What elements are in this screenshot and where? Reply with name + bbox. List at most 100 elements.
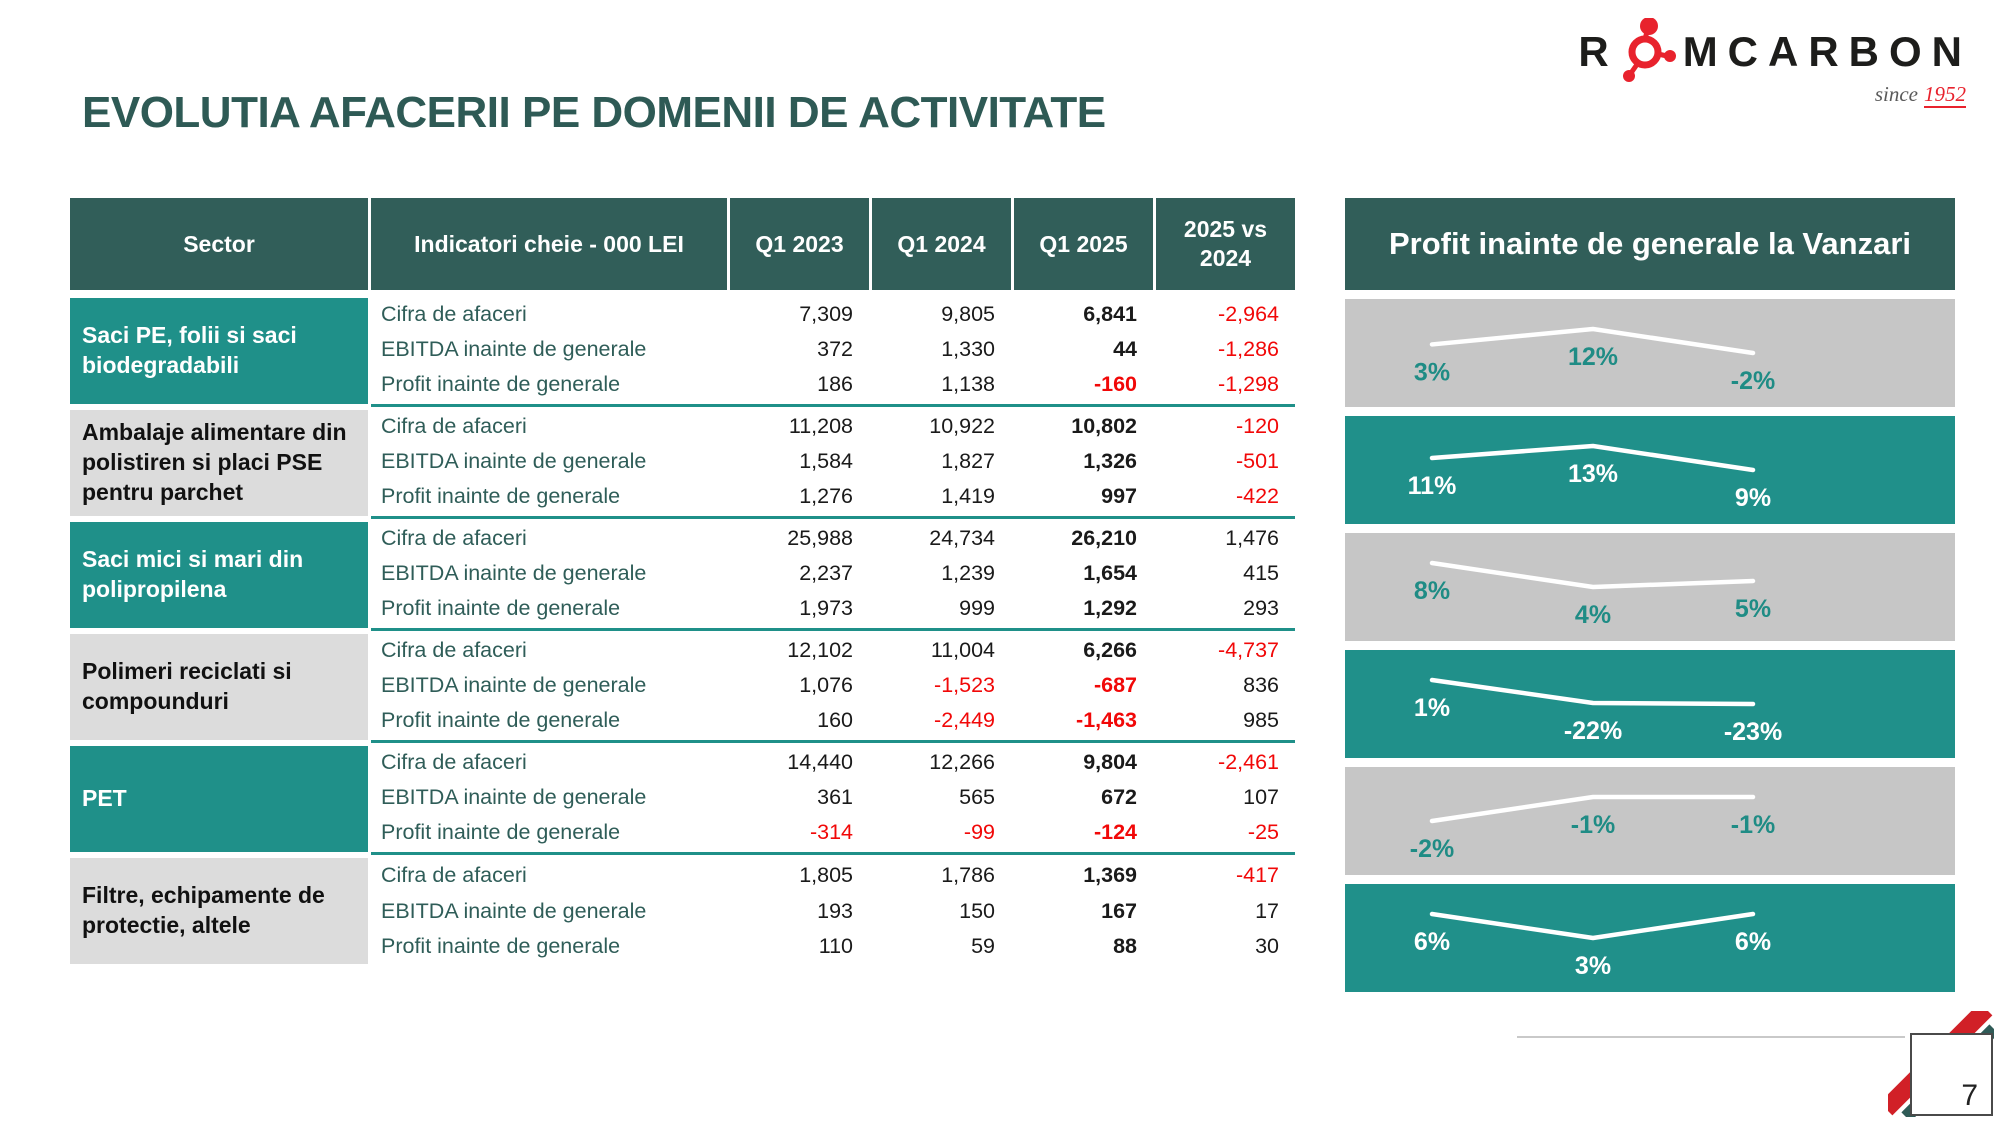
table-row: Cifra de afaceri 25,988 24,734 26,210 1,476 <box>371 521 1295 556</box>
value-cell: 2,237 <box>799 561 853 585</box>
value-cell: 1,786 <box>941 862 995 887</box>
sparkline-data-label: -2% <box>1731 367 1775 395</box>
table-row: EBITDA inainte de generale 361 565 672 107 <box>371 780 1295 815</box>
value-cell: 30 <box>1255 934 1279 959</box>
value-cell: 1,584 <box>799 449 853 473</box>
logo-wordmark: MCARBON <box>1682 28 1972 75</box>
sparkline-data-label: -22% <box>1564 717 1622 745</box>
table-row: Cifra de afaceri 14,440 12,266 9,804 -2,461 <box>371 745 1295 780</box>
value-cell: 1,827 <box>941 449 995 473</box>
sparkline-data-label: -1% <box>1731 811 1775 839</box>
footer-divider-line <box>1517 1036 1905 1038</box>
value-cell: 26,210 <box>1071 526 1137 550</box>
table-row: EBITDA inainte de generale 193 150 167 17 <box>371 894 1295 929</box>
sector-rows: Cifra de afaceri 14,440 12,266 9,804 -2,461 E… <box>371 743 1295 855</box>
indicator-label: Cifra de afaceri <box>381 862 527 887</box>
value-cell: 836 <box>1243 673 1279 697</box>
molecule-icon <box>1615 16 1677 87</box>
page-title: EVOLUTIA AFACERII PE DOMENII DE ACTIVITA… <box>82 88 1106 137</box>
sparkline-data-label: 1% <box>1414 694 1450 722</box>
value-cell: 110 <box>818 934 853 959</box>
logo-tagline: since 1952 <box>1875 82 1966 108</box>
value-cell: 372 <box>817 337 853 361</box>
sector-cell: Ambalaje alimentare din polistiren si pl… <box>70 410 368 516</box>
sparkline-data-label: 11% <box>1408 472 1457 500</box>
column-header: 2025 vs 2024 <box>1156 198 1295 290</box>
value-cell: 9,805 <box>941 302 995 326</box>
table-row: Profit inainte de generale 160 -2,449 -1,46… <box>371 703 1295 738</box>
sparkline-data-label: 5% <box>1735 595 1771 623</box>
value-cell: 44 <box>1113 337 1137 361</box>
sparkline-data-label: -1% <box>1571 811 1615 839</box>
value-cell: -422 <box>1235 484 1279 508</box>
value-cell: 1,076 <box>799 673 853 697</box>
sparkline-data-label: 3% <box>1414 358 1450 386</box>
indicator-label: Cifra de afaceri <box>381 750 527 774</box>
indicator-label: Profit inainte de generale <box>381 708 621 732</box>
value-cell: -120 <box>1235 414 1279 438</box>
sparkline-line <box>1429 911 1756 941</box>
value-cell: -1,523 <box>934 673 995 697</box>
sector-block: PET Cifra de afaceri 14,440 12,266 9,804 -2,4… <box>70 743 1295 855</box>
sparkline-band: -2% -1% -1% <box>1345 767 1955 875</box>
sector-cell: Saci PE, folii si saci biodegradabili <box>70 298 368 404</box>
table-row: Cifra de afaceri 12,102 11,004 6,266 -4,737 <box>371 633 1295 668</box>
value-cell: 565 <box>959 785 995 809</box>
page-number: 7 <box>1961 1079 1978 1112</box>
romcarbon-logo: R MCARBON since 1952 <box>1532 16 1972 120</box>
indicator-label: Profit inainte de generale <box>381 934 621 959</box>
sparkline-band: 8% 4% 5% <box>1345 533 1955 641</box>
indicator-label: EBITDA inainte de generale <box>381 449 647 473</box>
column-header: Sector <box>70 198 368 290</box>
sparkline-band: 3% 12% -2% <box>1345 299 1955 407</box>
value-cell: -99 <box>963 820 995 844</box>
sparkline-bands: 3% 12% -2% 11% 13% 9% 8% 4% 5% 1% -22% -23% -2% -1% -1… <box>1345 299 1955 992</box>
value-cell: 1,654 <box>1083 561 1137 585</box>
table-row: EBITDA inainte de generale 1,584 1,827 1,32… <box>371 444 1295 479</box>
value-cell: -501 <box>1235 449 1279 473</box>
sector-rows: Cifra de afaceri 12,102 11,004 6,266 -4,737 E… <box>371 631 1295 743</box>
sparkline-chart: 1% -22% -23% <box>1414 677 1782 746</box>
indicator-label: EBITDA inainte de generale <box>381 898 647 923</box>
value-cell: 997 <box>1101 484 1137 508</box>
table-row: EBITDA inainte de generale 1,076 -1,523 -68… <box>371 668 1295 703</box>
value-cell: -124 <box>1093 820 1137 844</box>
table-header-row: Sector Indicatori cheie - 000 LEI Q1 2023 Q… <box>70 198 1295 290</box>
value-cell: 1,330 <box>941 337 995 361</box>
sparkline-data-label: 8% <box>1414 577 1450 605</box>
indicator-label: Cifra de afaceri <box>381 414 527 438</box>
indicator-label: Cifra de afaceri <box>381 526 527 550</box>
sparkline-band: 11% 13% 9% <box>1345 416 1955 524</box>
table-row: Profit inainte de generale 186 1,138 -160 -1… <box>371 367 1295 402</box>
value-cell: 10,802 <box>1071 414 1137 438</box>
sparkline-data-label: 6% <box>1735 928 1771 956</box>
indicator-label: Cifra de afaceri <box>381 302 527 326</box>
value-cell: 24,734 <box>929 526 995 550</box>
sparkline-band: 6% 3% 6% <box>1345 884 1955 992</box>
table-body: Saci PE, folii si saci biodegradabili Cif… <box>70 295 1295 967</box>
value-cell: 25,988 <box>787 526 853 550</box>
value-cell: 415 <box>1243 561 1279 585</box>
table-row: Cifra de afaceri 11,208 10,922 10,802 -120 <box>371 409 1295 444</box>
value-cell: 11,208 <box>788 414 853 438</box>
value-cell: -2,964 <box>1218 302 1279 326</box>
value-cell: 985 <box>1243 708 1279 732</box>
sparkline-line <box>1429 326 1756 356</box>
value-cell: 11,004 <box>930 638 995 662</box>
sector-rows: Cifra de afaceri 11,208 10,922 10,802 -120 EB… <box>371 407 1295 519</box>
value-cell: -1,463 <box>1076 708 1137 732</box>
value-cell: 293 <box>1243 596 1279 620</box>
indicator-label: Profit inainte de generale <box>381 596 621 620</box>
sparkline-data-label: 9% <box>1735 484 1771 512</box>
indicator-label: EBITDA inainte de generale <box>381 337 647 361</box>
value-cell: -1,298 <box>1218 372 1279 396</box>
sector-cell: Filtre, echipamente de protectie, altele <box>70 858 368 964</box>
value-cell: 160 <box>817 708 853 732</box>
column-header: Indicatori cheie - 000 LEI <box>371 198 727 290</box>
sparkline-data-label: 6% <box>1414 928 1450 956</box>
value-cell: 1,239 <box>941 561 995 585</box>
table-row: Cifra de afaceri 7,309 9,805 6,841 -2,964 <box>371 297 1295 332</box>
logo-letter-r: R <box>1578 28 1611 75</box>
page-number-box <box>1910 1033 1993 1116</box>
value-cell: 9,804 <box>1083 750 1137 774</box>
